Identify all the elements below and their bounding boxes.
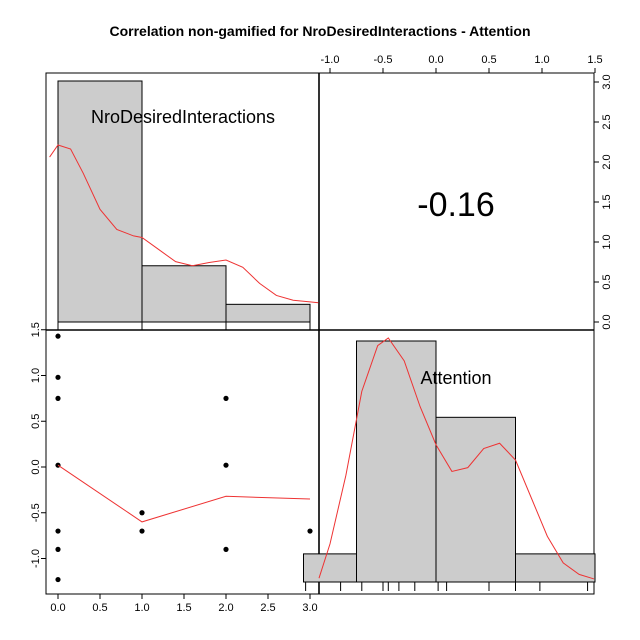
y-tick-label: 0.0	[30, 459, 42, 474]
y-tick-label: -0.5	[30, 503, 42, 522]
scatter-point	[223, 462, 229, 468]
y-tick-label: 1.0	[30, 368, 42, 383]
scatter-point	[55, 576, 61, 583]
scatter-point	[307, 528, 313, 534]
x-tick-label: 0.5	[92, 602, 107, 614]
scatter-point	[55, 374, 61, 380]
right-tick-label: 1.5	[601, 194, 613, 209]
scatter-point	[139, 528, 145, 534]
scatter-point	[55, 333, 61, 339]
correlation-value: -0.16	[417, 186, 495, 224]
right-tick-label: 0.5	[601, 274, 613, 289]
axes: 0.0 0.5 1.0 1.5 2.0 2.5 3.0 -1.0 -0.5 0.0 0.5 1.0 1.…	[30, 54, 613, 614]
top-tick-label: -1.0	[321, 54, 340, 66]
histogram-nro-desired-interactions	[49, 80, 319, 323]
variable-label-nro: NroDesiredInteractions	[91, 107, 275, 127]
density-curve-attention	[318, 337, 595, 580]
x-tick-label: 1.5	[176, 602, 191, 614]
panel-frames	[45, 72, 595, 595]
top-tick-label: 1.5	[587, 54, 602, 66]
y-tick-label: -1.0	[30, 549, 42, 568]
smooth-line	[57, 464, 311, 523]
top-tick-label: 1.0	[534, 54, 549, 66]
y-tick-label: 1.5	[30, 322, 42, 337]
hist-bar-nro	[141, 265, 227, 323]
right-tick-label: 2.0	[601, 154, 613, 169]
hist-bar-attention	[303, 553, 357, 583]
x-tick-label: 2.5	[260, 602, 275, 614]
histogram-attention	[303, 337, 596, 591]
scatter-point	[223, 546, 229, 552]
right-tick-label: 1.0	[601, 234, 613, 249]
right-tick-label: 3.0	[601, 74, 613, 89]
right-tick-label: 0.0	[601, 314, 613, 329]
x-tick-label: 1.0	[134, 602, 149, 614]
density-curve-nro	[49, 144, 319, 304]
x-tick-label: 2.0	[218, 602, 233, 614]
top-tick-label: 0.0	[428, 54, 443, 66]
scatter-point	[55, 546, 61, 552]
scatter-point	[55, 395, 61, 401]
scatter-panel	[55, 333, 313, 583]
panel-labels: NroDesiredInteractions Attention -0.16	[91, 107, 495, 388]
hist-bar-attention	[435, 416, 516, 583]
y-tick-label: 0.5	[30, 414, 42, 429]
hist-bar-attention	[515, 553, 596, 583]
hist-bar-nro	[225, 303, 311, 323]
x-tick-label: 3.0	[302, 602, 317, 614]
scatter-point	[55, 528, 61, 534]
right-tick-label: 2.5	[601, 114, 613, 129]
outer-frame	[45, 72, 595, 595]
hist-bar-attention	[356, 340, 437, 583]
scatter-point	[223, 395, 229, 401]
variable-label-attention: Attention	[420, 368, 491, 388]
top-tick-label: 0.5	[481, 54, 496, 66]
hist-bar-nro	[57, 80, 143, 323]
x-tick-label: 0.0	[50, 602, 65, 614]
chart-title: Correlation non-gamified for NroDesiredI…	[109, 23, 530, 39]
top-tick-label: -0.5	[374, 54, 393, 66]
scatter-point	[139, 510, 145, 516]
